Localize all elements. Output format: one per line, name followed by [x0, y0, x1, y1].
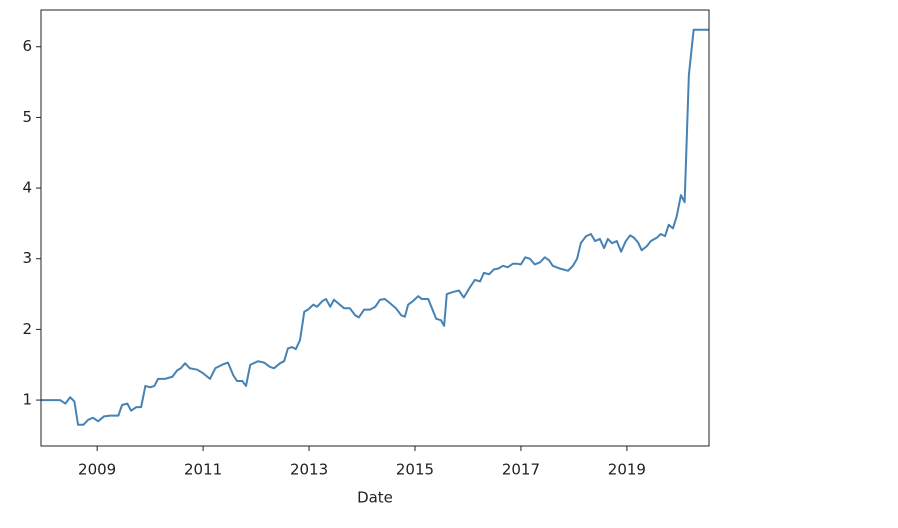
y-tick-label: 3 [22, 249, 32, 267]
x-tick-label: 2009 [78, 461, 116, 479]
y-tick-label: 6 [22, 37, 32, 55]
y-tick-label: 4 [22, 179, 32, 197]
x-tick-label: 2015 [396, 461, 434, 479]
data-line [41, 28, 709, 426]
x-tick-label: 2011 [184, 461, 222, 479]
y-tick-label: 1 [22, 391, 32, 409]
x-tick-label: 2013 [290, 461, 328, 479]
x-tick-label: 2017 [502, 461, 540, 479]
x-axis-label: Date [357, 489, 393, 507]
x-tick-label: 2019 [608, 461, 646, 479]
y-tick-label: 5 [22, 108, 32, 126]
plot-frame [40, 9, 710, 447]
y-tick-label: 2 [22, 320, 32, 338]
